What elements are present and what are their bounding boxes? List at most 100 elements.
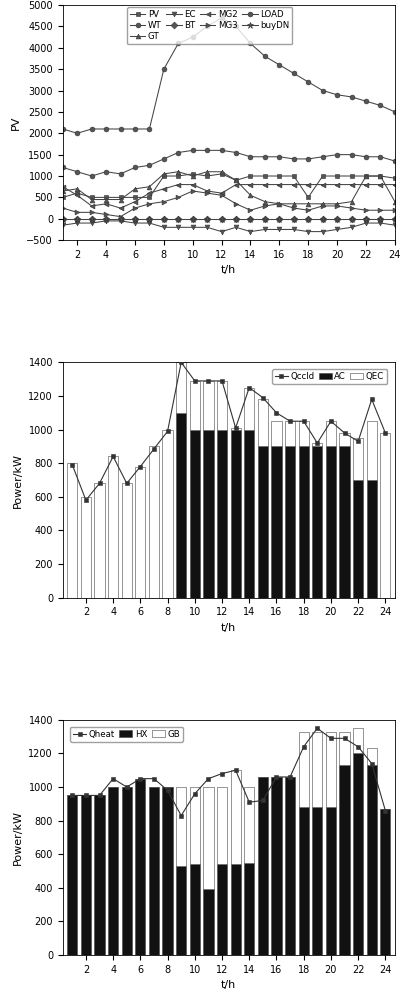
PV — [219, 168, 224, 180]
Legend: Qccld, AC, QEC: Qccld, AC, QEC — [272, 369, 387, 384]
Qccld — [97, 477, 102, 489]
Bar — [380, 809, 390, 955]
Line: WT: WT — [60, 15, 397, 136]
PV — [364, 170, 369, 182]
Qccld — [165, 425, 170, 437]
LOAD — [349, 149, 354, 161]
MG2 — [147, 187, 152, 199]
Bar — [203, 787, 213, 889]
Bar — [285, 446, 295, 598]
Qccld — [138, 461, 143, 473]
EC — [205, 221, 210, 233]
MG2 — [335, 179, 339, 191]
BT — [320, 213, 325, 225]
Bar — [94, 483, 104, 598]
Qccld — [192, 375, 197, 387]
MG2 — [89, 200, 94, 212]
LOAD — [234, 147, 239, 159]
BT — [89, 213, 94, 225]
LOAD — [277, 151, 282, 163]
GT — [248, 189, 253, 201]
LOAD — [392, 155, 397, 167]
Bar — [353, 480, 363, 598]
MG2 — [262, 179, 267, 191]
MG3 — [147, 198, 152, 210]
Bar — [149, 446, 159, 598]
WT — [378, 99, 383, 111]
WT — [75, 127, 80, 139]
Bar — [176, 787, 186, 866]
EC — [147, 217, 152, 229]
Qccld — [179, 356, 183, 368]
LOAD — [262, 151, 267, 163]
MG2 — [205, 185, 210, 197]
Qccld — [356, 435, 360, 447]
Bar — [326, 807, 336, 955]
Bar — [298, 732, 309, 807]
Bar — [230, 428, 241, 430]
GT — [349, 196, 354, 208]
PV — [190, 168, 195, 180]
Bar — [326, 732, 336, 807]
BT — [205, 213, 210, 225]
PV — [132, 191, 137, 203]
Line: Qccld: Qccld — [70, 360, 388, 502]
BT — [378, 213, 383, 225]
Qccld — [342, 427, 347, 439]
Bar — [312, 732, 322, 807]
GT — [89, 194, 94, 206]
Bar — [190, 864, 200, 955]
Qheat — [288, 771, 292, 783]
EC — [335, 223, 339, 235]
Bar — [230, 770, 241, 864]
Qccld — [151, 443, 156, 455]
buyDN — [378, 213, 383, 225]
LOAD — [118, 168, 123, 180]
Bar — [312, 807, 322, 955]
MG2 — [104, 198, 109, 210]
WT — [60, 123, 65, 135]
GT — [190, 170, 195, 182]
buyDN — [60, 213, 65, 225]
EC — [75, 217, 80, 229]
Qheat — [97, 789, 102, 801]
Qccld — [247, 382, 252, 394]
Line: PV: PV — [60, 171, 397, 200]
Bar — [285, 777, 295, 955]
GT — [75, 183, 80, 195]
Bar — [190, 381, 200, 430]
PV — [176, 170, 181, 182]
GT — [147, 181, 152, 193]
EC — [132, 217, 137, 229]
WT — [320, 85, 325, 97]
WT — [176, 37, 181, 49]
EC — [219, 226, 224, 238]
GT — [234, 174, 239, 186]
Bar — [135, 779, 145, 955]
Qheat — [124, 781, 129, 793]
Bar — [81, 497, 91, 598]
EC — [291, 223, 296, 235]
Qccld — [220, 375, 224, 387]
WT — [291, 67, 296, 79]
EC — [392, 219, 397, 231]
Qheat — [369, 758, 374, 770]
buyDN — [190, 213, 195, 225]
Bar — [67, 463, 77, 598]
WT — [277, 59, 282, 71]
MG2 — [364, 179, 369, 191]
Bar — [285, 421, 295, 446]
PV — [104, 191, 109, 203]
Bar — [203, 430, 213, 598]
Bar — [176, 866, 186, 955]
MG2 — [190, 179, 195, 191]
BT — [335, 213, 339, 225]
EC — [234, 221, 239, 233]
MG3 — [118, 211, 123, 223]
buyDN — [104, 213, 109, 225]
buyDN — [162, 213, 166, 225]
Bar — [258, 777, 268, 955]
GT — [277, 198, 282, 210]
LOAD — [306, 153, 311, 165]
BT — [60, 213, 65, 225]
